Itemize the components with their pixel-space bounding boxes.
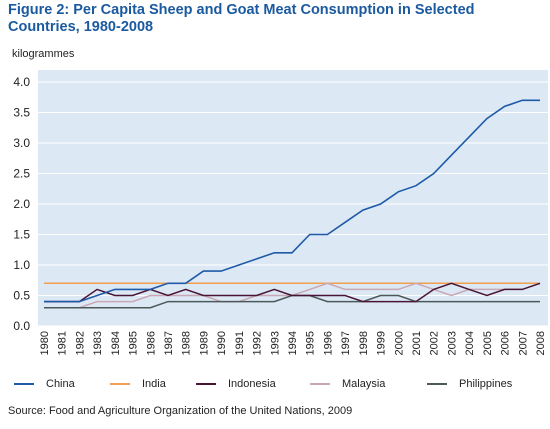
legend-label: India [142,378,166,390]
x-tick-label: 1989 [198,331,210,355]
x-tick-label: 1994 [287,331,299,355]
legend-label: Malaysia [342,378,386,390]
legend: China India Indonesia Malaysia Philippines [14,377,544,391]
y-tick-label: 3.0 [13,136,30,150]
x-tick-label: 1999 [376,331,388,355]
x-tick-label: 1984 [110,331,122,355]
y-tick-label: 3.5 [13,106,30,120]
y-axis-ticks: 0.0 0.5 1.0 1.5 2.0 2.5 3.0 3.5 4.0 [13,75,30,333]
x-tick-label: 1990 [216,331,228,355]
legend-label: Indonesia [228,378,276,390]
x-tick-label: 1988 [181,331,193,355]
gridlines [38,81,548,327]
legend-item-philippines: Philippines [427,377,512,391]
source-note: Source: Food and Agriculture Organizatio… [8,405,353,417]
chart-title: Figure 2: Per Capita Sheep and Goat Meat… [8,2,475,35]
legend-item-india: India [110,377,166,391]
legend-item-china: China [14,377,75,391]
x-tick-label: 2008 [535,331,547,355]
x-tick-label: 2004 [464,331,476,355]
y-tick-label: 0.5 [13,289,30,303]
x-tick-label: 1997 [340,331,352,355]
x-tick-label: 1995 [305,331,317,355]
plot-area-background [38,70,548,326]
legend-swatch [110,383,130,385]
x-tick-label: 1992 [252,331,264,355]
y-tick-label: 2.5 [13,167,30,181]
legend-label: China [46,378,75,390]
legend-swatch [196,383,216,385]
x-tick-label: 1986 [145,331,157,355]
x-tick-label: 1980 [39,331,51,355]
y-tick-label: 1.5 [13,228,30,242]
legend-label: Philippines [459,378,513,390]
x-tick-label: 1987 [163,331,175,355]
x-tick-label: 2003 [446,331,458,355]
x-tick-label: 1991 [234,331,246,355]
x-tick-label: 2002 [429,331,441,355]
x-tick-label: 1983 [92,331,104,355]
x-tick-label: 2007 [517,331,529,355]
series-lines [44,99,541,309]
x-tick-label: 2001 [411,331,423,355]
series-line-indonesia [44,282,541,303]
y-tick-label: 0.0 [13,319,30,333]
y-tick-label: 2.0 [13,197,30,211]
x-tick-label: 2006 [500,331,512,355]
legend-swatch [427,383,447,385]
legend-swatch [14,383,34,385]
x-tick-label: 1981 [57,331,69,355]
x-tick-label: 2000 [393,331,405,355]
x-tick-label: 2005 [482,331,494,355]
x-tick-label: 1993 [269,331,281,355]
y-tick-label: 1.0 [13,258,30,272]
x-tick-label: 1998 [358,331,370,355]
x-axis-ticks: 1980 1981 1982 1983 1984 1985 1986 1987 1988 1989… [39,331,547,355]
series-line-china [44,99,540,303]
y-tick-label: 4.0 [13,75,30,89]
legend-swatch [310,383,330,385]
legend-item-indonesia: Indonesia [196,377,276,391]
legend-item-malaysia: Malaysia [310,377,385,391]
x-tick-label: 1982 [74,331,86,355]
x-tick-label: 1996 [322,331,334,355]
x-tick-label: 1985 [128,331,140,355]
y-axis-unit-label: kilogrammes [12,48,75,60]
